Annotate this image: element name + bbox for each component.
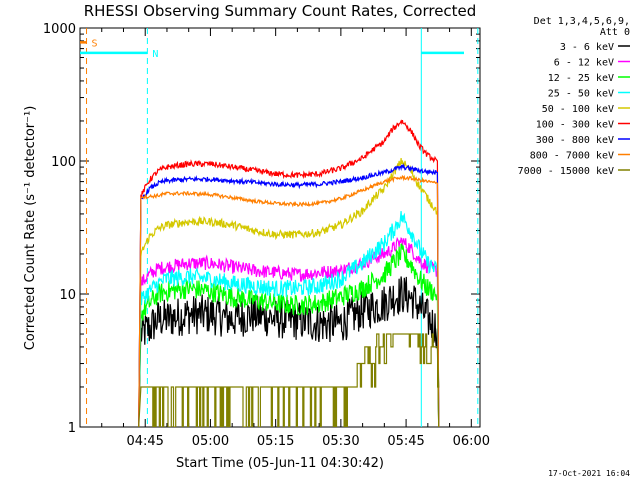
plot-area: 1 10 100 1000 04:45 05:00 05:15 05:30 05:45 06:00… <box>43 22 490 449</box>
plot-frame <box>79 27 481 428</box>
series-line-0 <box>138 276 440 427</box>
legend-label: 50 - 100 keV <box>542 104 614 115</box>
series-line-5 <box>138 119 440 427</box>
legend-label: 7000 - 15000 keV <box>518 166 614 177</box>
legend-label: 25 - 50 keV <box>548 89 614 100</box>
flag-label: N <box>152 49 158 60</box>
flag-label: S <box>92 38 98 49</box>
legend-label: 12 - 25 keV <box>548 73 614 84</box>
series-line-7 <box>138 174 440 427</box>
series-group <box>138 119 440 427</box>
y-axis-label: Corrected Count Rate (s⁻¹ detector⁻¹) <box>23 106 38 351</box>
x-tick-label: 06:00 <box>453 434 490 449</box>
x-tick-label: 04:45 <box>126 434 163 449</box>
chart-title: RHESSI Observing Summary Count Rates, Co… <box>84 2 477 20</box>
y-tick-label: 1000 <box>43 22 76 37</box>
x-tick-label: 05:30 <box>322 434 359 449</box>
y-tick-label: 10 <box>59 288 76 303</box>
legend-label: 100 - 300 keV <box>536 120 614 131</box>
legend-header: Att 0 <box>600 27 630 38</box>
series-line-8 <box>138 333 440 427</box>
legend-label: 6 - 12 keV <box>554 58 614 69</box>
x-tick-label: 05:15 <box>257 434 294 449</box>
x-tick-label: 05:45 <box>387 434 424 449</box>
legend-label: 800 - 7000 keV <box>530 151 614 162</box>
x-tick-label: 05:00 <box>192 434 229 449</box>
y-tick-label: 1 <box>68 421 76 436</box>
legend-label: 300 - 800 keV <box>536 135 614 146</box>
series-line-3 <box>138 211 440 427</box>
y-tick-label: 100 <box>51 155 76 170</box>
x-axis-label: Start Time (05-Jun-11 04:30:42) <box>176 456 384 471</box>
legend: Det 1,3,4,5,6,9,Att 0 3 - 6 keV 6 - 12 keV… <box>518 16 630 177</box>
legend-label: 3 - 6 keV <box>560 42 614 53</box>
series-line-6 <box>138 162 440 427</box>
legend-header: Det 1,3,4,5,6,9, <box>534 16 630 27</box>
series-line-1 <box>138 236 440 427</box>
timestamp: 17-Oct-2021 16:04 <box>548 469 630 478</box>
